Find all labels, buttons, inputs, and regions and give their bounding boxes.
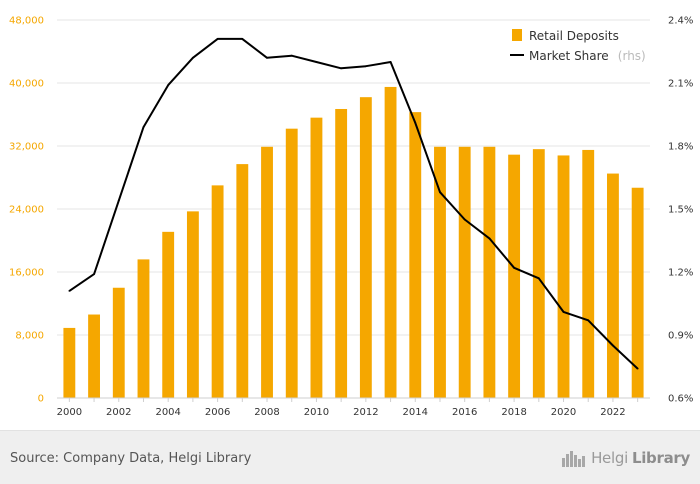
market-share-point-2023: [636, 367, 639, 370]
market-share-point-2017: [488, 237, 491, 240]
x-tick-label: 2012: [353, 407, 378, 418]
bar-2009: [285, 128, 298, 399]
bar-2014: [409, 112, 422, 398]
brand-name: Helgi: [591, 449, 628, 467]
legend-label-retail-deposits: Retail Deposits: [529, 29, 619, 43]
market-share-point-2006: [216, 38, 219, 40]
market-share-point-2003: [142, 126, 145, 128]
market-share-point-2011: [340, 67, 343, 70]
bar-2004: [162, 231, 175, 398]
x-tick-label: 2020: [551, 407, 576, 418]
market-share-point-2004: [167, 84, 170, 86]
y-right-tick-label: 0.6%: [668, 394, 693, 405]
market-share-point-2008: [266, 56, 268, 59]
x-tick-label: 2008: [254, 407, 279, 418]
bar-2018: [508, 154, 521, 398]
legend-label-market-share: Market Share (rhs): [529, 45, 646, 64]
bar-2012: [359, 97, 372, 399]
y-right-tick-label: 1.8%: [668, 142, 693, 153]
market-share-point-2018: [513, 266, 516, 269]
bar-2008: [261, 146, 273, 398]
bar-2001: [88, 314, 100, 398]
legend-swatch-retail-deposits: [512, 29, 522, 41]
bar-2020: [557, 155, 570, 398]
y-right-tick-label: 1.5%: [668, 205, 693, 216]
market-share-point-2001: [93, 273, 95, 275]
y-left-tick-label: 24,000: [9, 205, 44, 216]
bar-2010: [310, 117, 323, 399]
retail-deposits-bars: [63, 86, 644, 399]
y-left-tick-label: 0: [38, 394, 44, 405]
market-share-point-2013: [389, 61, 392, 63]
bar-2021: [582, 149, 595, 398]
market-share-point-2021: [587, 319, 590, 322]
bar-2006: [211, 185, 224, 398]
market-share-point-2015: [439, 191, 441, 194]
market-share-point-2014: [414, 122, 417, 124]
market-share-point-2016: [463, 218, 466, 221]
y-left-tick-label: 16,000: [9, 268, 44, 279]
x-axis: 2000 2002 2004 2006 2008 2010 2012 2014 2016 2018…: [57, 397, 650, 418]
skyline-icon: [562, 451, 586, 467]
bar-2022: [607, 173, 619, 398]
y-left-tick-label: 32,000: [9, 142, 44, 153]
x-tick-label: 2004: [155, 407, 180, 418]
bar-2016: [458, 146, 471, 398]
footer: Source: Company Data, Helgi Library Helg…: [0, 430, 700, 484]
bar-2002: [112, 287, 125, 398]
y-right-tick-label: 1.2%: [668, 268, 693, 279]
bar-2003: [137, 259, 150, 398]
legend-market-share-name: Market Share: [529, 49, 609, 63]
bar-2015: [434, 146, 446, 398]
bar-2013: [384, 86, 397, 398]
y-right-tick-label: 0.9%: [668, 331, 693, 342]
right-y-axis: 0.6% 0.9% 1.2% 1.5% 1.8% 2.1% 2.4%: [668, 16, 693, 405]
market-share-point-2009: [290, 54, 293, 57]
source-note: Source: Company Data, Helgi Library: [10, 451, 252, 466]
bar-2017: [483, 146, 496, 398]
x-tick-label: 2016: [452, 407, 477, 418]
y-right-tick-label: 2.4%: [668, 16, 693, 27]
market-share-point-2022: [612, 344, 614, 347]
bar-2000: [63, 327, 76, 398]
market-share-point-2010: [315, 61, 318, 63]
bar-2023: [631, 187, 644, 398]
market-share-line: [68, 37, 639, 370]
left-y-axis: 0 8,000 16,000 24,000 32,000 40,000 48,000: [9, 16, 44, 405]
market-share-point-2012: [364, 65, 367, 68]
x-tick-label: 2002: [106, 407, 131, 418]
x-tick-label: 2000: [57, 407, 82, 418]
x-tick-label: 2010: [304, 407, 329, 418]
y-left-tick-label: 48,000: [9, 16, 44, 27]
y-left-tick-label: 8,000: [15, 331, 44, 342]
legend: Retail Deposits Market Share (rhs): [510, 29, 646, 64]
chart: 0 8,000 16,000 24,000 32,000 40,000 48,000 0.6…: [9, 16, 693, 419]
x-tick-label: 2014: [403, 407, 428, 418]
bar-2007: [236, 164, 249, 398]
gridlines: [57, 19, 650, 399]
legend-market-share-note: (rhs): [618, 49, 646, 63]
brand-suffix: Library: [631, 449, 690, 467]
bar-2005: [186, 211, 199, 398]
x-tick-label: 2018: [501, 407, 526, 418]
market-share-point-2019: [537, 277, 540, 280]
market-share-point-2000: [68, 290, 71, 292]
market-share-point-2002: [117, 199, 120, 202]
bar-2019: [532, 149, 545, 398]
market-share-point-2005: [191, 56, 194, 59]
market-share-line-group: [68, 37, 639, 370]
x-tick-label: 2022: [600, 407, 625, 418]
market-share-point-2020: [562, 311, 565, 313]
helgi-library-logo: Helgi Library: [561, 449, 690, 467]
bar-2011: [335, 108, 348, 399]
x-tick-label: 2006: [205, 407, 230, 418]
y-left-tick-label: 40,000: [9, 79, 44, 90]
market-share-point-2007: [241, 38, 244, 40]
y-right-tick-label: 2.1%: [668, 79, 693, 90]
